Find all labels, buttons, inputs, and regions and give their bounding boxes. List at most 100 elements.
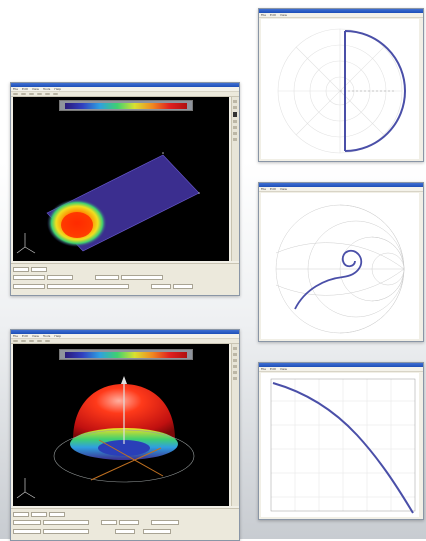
menu-file[interactable]: File [13, 334, 19, 338]
tab[interactable] [13, 267, 29, 272]
tool-button[interactable] [233, 106, 237, 109]
option-field[interactable] [151, 284, 171, 289]
tool-button[interactable] [233, 353, 237, 356]
toolbar-button[interactable] [37, 93, 42, 95]
menu-edit[interactable]: Edit [270, 367, 276, 371]
line-plot-window: File Edit View [258, 362, 424, 520]
menu-view[interactable]: View [31, 87, 39, 91]
tool-button[interactable] [233, 377, 237, 380]
menu-bar: File Edit View [259, 187, 423, 192]
phase-field[interactable] [13, 529, 41, 534]
plot-area[interactable] [261, 193, 419, 339]
scale-field[interactable] [95, 275, 119, 280]
control-panel [11, 263, 239, 295]
menu-edit[interactable]: Edit [270, 13, 276, 17]
option-field[interactable] [151, 520, 179, 525]
menu-bar: File Edit View [259, 367, 423, 372]
patch-scene [16, 152, 200, 254]
menu-tools[interactable]: Tools [42, 87, 51, 91]
polar-curve [344, 30, 406, 152]
tool-button[interactable] [233, 359, 237, 362]
toolbar-button[interactable] [21, 340, 26, 342]
frequency-field[interactable] [13, 275, 45, 280]
toolbar-button[interactable] [29, 340, 34, 342]
tab[interactable] [31, 512, 47, 517]
3d-viewport[interactable] [13, 344, 229, 506]
line-plot [270, 378, 416, 514]
tab[interactable] [49, 512, 65, 517]
menu-edit[interactable]: Edit [270, 187, 276, 191]
tool-button[interactable] [233, 132, 237, 135]
menu-view[interactable]: View [279, 13, 287, 17]
menu-view[interactable]: View [31, 334, 39, 338]
smith-chart-window: File Edit View [258, 182, 424, 342]
option-field[interactable] [119, 520, 139, 525]
menu-edit[interactable]: Edit [22, 87, 28, 91]
option-field[interactable] [101, 520, 117, 525]
radiation-scene [16, 376, 195, 499]
tool-button[interactable] [233, 112, 237, 117]
menu-file[interactable]: File [13, 87, 19, 91]
option-field[interactable] [115, 529, 135, 534]
axis-triad [16, 233, 36, 254]
toolbar-button[interactable] [21, 93, 26, 95]
menu-file[interactable]: File [261, 187, 267, 191]
menu-view[interactable]: View [279, 367, 287, 371]
toolbar [11, 339, 239, 344]
toolbar-button[interactable] [37, 340, 42, 342]
toolbar-button[interactable] [45, 340, 50, 342]
color-scale-bar [65, 351, 187, 358]
toolbar-button[interactable] [53, 93, 58, 95]
menu-file[interactable]: File [261, 367, 267, 371]
color-legend [59, 100, 193, 111]
tool-button[interactable] [233, 347, 237, 350]
side-tool-panel [231, 344, 239, 506]
value-field[interactable] [121, 275, 163, 280]
tool-button[interactable] [233, 138, 237, 141]
toolbar-button[interactable] [13, 93, 18, 95]
toolbar-button[interactable] [29, 93, 34, 95]
toolbar-button[interactable] [13, 340, 18, 342]
tab[interactable] [13, 512, 29, 517]
option-field[interactable] [143, 529, 171, 534]
control-panel [11, 508, 239, 540]
color-legend [59, 349, 193, 360]
data-curve [272, 382, 414, 514]
polar-plot-window: File Edit View [258, 8, 424, 162]
title-bar [11, 83, 239, 87]
scale-select[interactable] [13, 520, 41, 525]
tool-button[interactable] [233, 120, 237, 123]
menu-bar: File Edit View Tools Help [11, 334, 239, 339]
color-scale-bar [65, 102, 187, 109]
phase-slider[interactable] [47, 284, 129, 289]
menu-help[interactable]: Help [54, 334, 62, 338]
polar-plot [277, 28, 406, 154]
patch-3d-window: File Edit View Tools Help [10, 82, 240, 296]
menu-view[interactable]: View [279, 187, 287, 191]
tool-button[interactable] [233, 365, 237, 368]
plot-area[interactable] [261, 373, 419, 517]
tool-button[interactable] [233, 371, 237, 374]
menu-edit[interactable]: Edit [22, 334, 28, 338]
impedance-locus [294, 249, 363, 310]
phase-slider[interactable] [43, 529, 89, 534]
plot-area[interactable] [261, 19, 419, 159]
value-slider[interactable] [43, 520, 89, 525]
3d-viewport[interactable] [13, 97, 229, 261]
menu-tools[interactable]: Tools [42, 334, 51, 338]
menu-help[interactable]: Help [54, 87, 62, 91]
title-bar [11, 330, 239, 334]
menu-bar: File Edit View [259, 13, 423, 18]
title-bar [259, 363, 423, 367]
tool-button[interactable] [233, 126, 237, 129]
tab[interactable] [31, 267, 47, 272]
smith-chart [275, 204, 405, 334]
component-select[interactable] [47, 275, 73, 280]
menu-bar: File Edit View Tools Help [11, 87, 239, 92]
menu-file[interactable]: File [261, 13, 267, 17]
option-field[interactable] [173, 284, 193, 289]
tool-button[interactable] [233, 100, 237, 103]
toolbar-button[interactable] [45, 93, 50, 95]
phase-field[interactable] [13, 284, 45, 289]
title-bar [259, 183, 423, 187]
